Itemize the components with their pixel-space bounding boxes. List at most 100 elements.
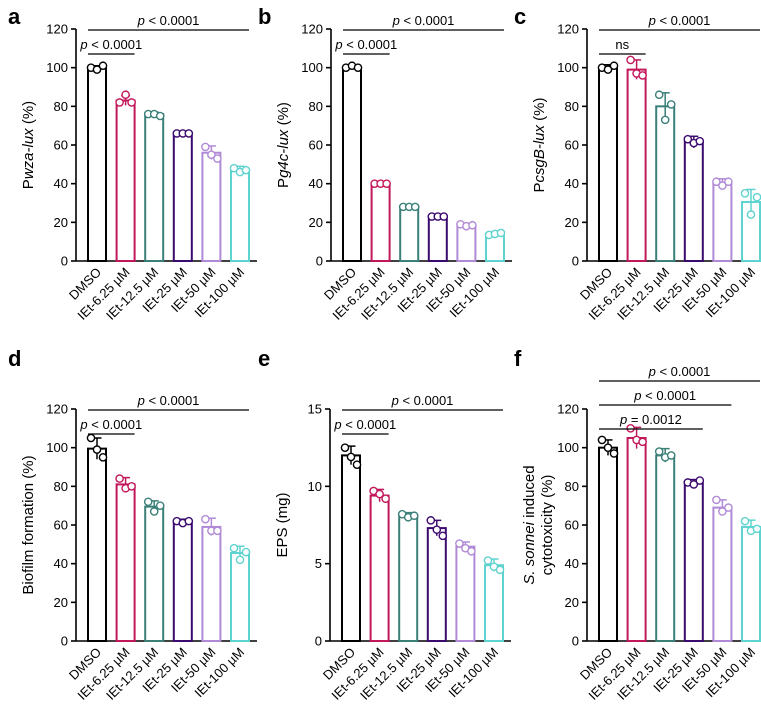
significance-label: p < 0.0001 (648, 364, 711, 379)
bar (683, 141, 704, 263)
y-axis-label-part: Biofilm formation (%) (20, 455, 37, 594)
data-point (409, 511, 419, 521)
y-axis-label-part: (%) (20, 101, 37, 129)
y-tick-label: 40 (565, 176, 579, 191)
data-point (438, 531, 448, 541)
y-axis-label-part: P (531, 183, 548, 193)
y-axis-label: PcsgB-lux (%) (531, 97, 548, 192)
y-tick-label: 100 (557, 60, 579, 75)
data-point (695, 476, 705, 485)
y-axis-label-part: EPS (mg) (274, 492, 291, 557)
y-tick-label: 10 (308, 479, 322, 494)
significance-label: p = 0.0012 (619, 412, 682, 427)
bar (598, 66, 618, 262)
y-tick-label: 120 (46, 402, 68, 417)
bar (455, 545, 476, 642)
data-point (496, 228, 506, 238)
significance-p: p (334, 37, 342, 52)
data-point (340, 443, 350, 452)
bar (399, 205, 420, 263)
data-point (235, 555, 245, 565)
data-point (381, 494, 390, 504)
panel-letter: a (8, 4, 21, 29)
data-point (740, 189, 750, 198)
data-point (695, 136, 705, 146)
y-tick-label: 0 (61, 634, 68, 649)
bar (370, 182, 391, 263)
data-point (712, 495, 721, 505)
data-point (752, 524, 761, 534)
data-point (597, 435, 607, 445)
y-tick-label: 60 (54, 518, 68, 533)
significance-p: p (391, 393, 399, 408)
bar (369, 494, 390, 643)
data-point (609, 449, 619, 458)
significance-p: p (633, 388, 641, 403)
significance-rest: < 0.0001 (400, 13, 455, 28)
data-point (746, 210, 756, 219)
y-axis-label: Pwza-lux (%) (20, 101, 37, 189)
bar (712, 181, 733, 262)
y-tick-label: 20 (309, 215, 323, 230)
data-point (201, 142, 210, 152)
y-tick-label: 80 (565, 99, 579, 114)
bar (115, 99, 136, 262)
data-point (455, 539, 464, 548)
y-axis-label-part: P (20, 179, 37, 189)
significance-label: p < 0.0001 (633, 388, 696, 403)
bar (427, 215, 448, 263)
data-point (92, 445, 102, 454)
significance-label: p < 0.0001 (333, 417, 396, 432)
bar (172, 132, 193, 262)
significance-rest: < 0.0001 (399, 393, 454, 408)
data-point (184, 516, 194, 526)
data-point (483, 556, 493, 565)
y-axis-label-part: induced (521, 465, 538, 522)
y-tick-label: 100 (301, 60, 323, 75)
y-tick-label: 60 (309, 138, 323, 153)
data-point (654, 90, 664, 100)
y-tick-label: 80 (54, 99, 68, 114)
y-tick-label: 60 (565, 138, 579, 153)
data-point (683, 134, 693, 144)
data-point (149, 507, 159, 516)
data-point (352, 460, 362, 469)
significance-label: p < 0.0001 (137, 393, 200, 408)
significance-rest: < 0.0001 (656, 364, 711, 379)
y-tick-label: 0 (315, 634, 322, 649)
data-point (689, 480, 699, 489)
bar (144, 113, 165, 262)
data-point (127, 98, 136, 107)
significance-p: p (648, 364, 656, 379)
significance-rest: < 0.0001 (656, 13, 711, 28)
panel-letter: e (258, 346, 270, 371)
data-point (468, 220, 477, 230)
data-point (439, 212, 449, 221)
bar (683, 481, 704, 643)
bar (201, 151, 222, 263)
panel-letter: f (514, 346, 522, 371)
data-point (666, 100, 676, 109)
significance-label: p < 0.0001 (79, 37, 142, 52)
y-tick-label: 120 (557, 22, 579, 37)
significance-label: p < 0.0001 (391, 393, 454, 408)
data-point (184, 129, 194, 138)
bar (626, 437, 647, 642)
data-point (609, 61, 619, 71)
data-point (241, 547, 251, 557)
y-axis-label-part: (%) (531, 97, 548, 125)
significance-label: p < 0.0001 (648, 13, 711, 28)
significance-label: p < 0.0001 (137, 13, 200, 28)
y-tick-label: 15 (308, 402, 322, 417)
significance-p: p (333, 417, 341, 432)
data-point (201, 514, 210, 524)
data-point (426, 516, 436, 525)
chart-panel-f: f 0 20 40 60 80 100 120 S. sonnei induced cytotox… (514, 346, 761, 703)
significance-p: p (79, 417, 87, 432)
data-point (382, 179, 391, 188)
bar (115, 483, 136, 642)
bar (398, 514, 419, 642)
